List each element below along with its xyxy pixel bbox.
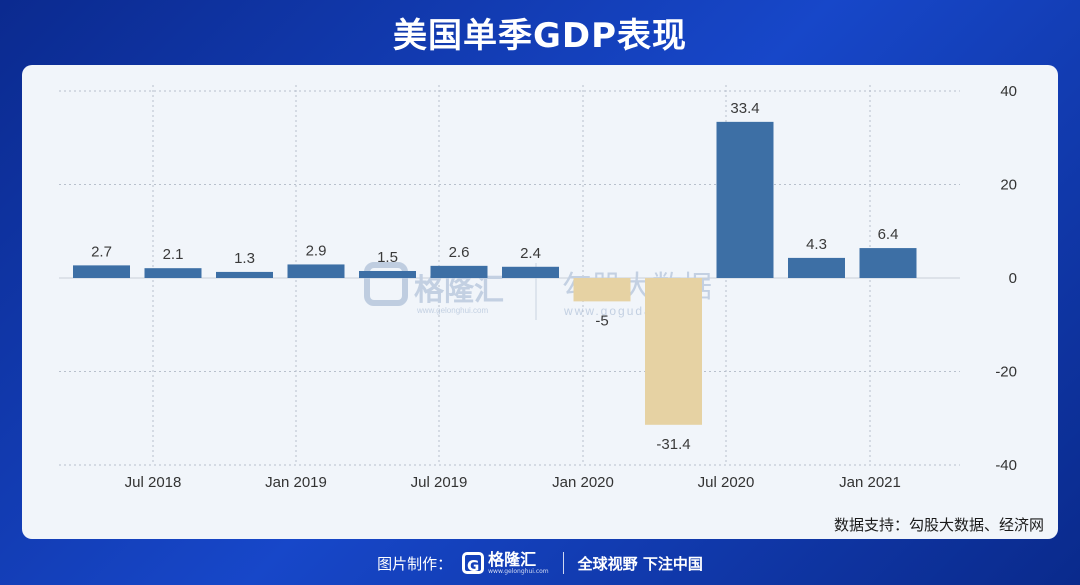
bar-value-label: 2.6 xyxy=(449,244,470,261)
footer-divider xyxy=(562,552,564,574)
data-source: 数据支持：勾股大数据、经济网 xyxy=(833,516,1044,534)
y-tick-label: 0 xyxy=(1009,270,1017,287)
bar xyxy=(144,268,202,278)
logo-url: www.gelonghui.com xyxy=(488,567,549,575)
bar xyxy=(287,264,345,278)
bar-value-label: 2.1 xyxy=(163,246,184,263)
bar-value-label: 4.3 xyxy=(806,236,827,253)
footer-label: 图片制作： xyxy=(377,554,453,573)
bar-value-label: -31.4 xyxy=(656,436,690,453)
watermark-left-name: 格隆汇 xyxy=(414,273,504,308)
bar-value-label: 2.4 xyxy=(520,245,541,262)
bar-value-label: 2.7 xyxy=(91,243,112,260)
y-tick-label: 20 xyxy=(1000,177,1017,194)
bar xyxy=(430,265,488,278)
chart-panel: 40 20 0 -20 -40 Jul 2018 Jan 2019 Jul 2019 Jan 2… xyxy=(22,65,1058,539)
bar-value-label: 6.4 xyxy=(878,226,899,243)
bar-value-label: 1.3 xyxy=(234,250,255,267)
y-tick-label: -20 xyxy=(995,364,1017,381)
bar xyxy=(716,121,774,278)
y-tick-label: -40 xyxy=(995,457,1017,474)
chart-svg: 40 20 0 -20 -40 Jul 2018 Jan 2019 Jul 2019 Jan 2… xyxy=(59,83,1017,491)
bar xyxy=(73,265,130,278)
bar xyxy=(859,248,917,278)
bar xyxy=(645,278,702,425)
x-tick-label: Jul 2019 xyxy=(411,474,468,491)
bar-value-label: -5 xyxy=(595,312,608,329)
logo-name: 格隆汇 xyxy=(488,549,537,569)
bar xyxy=(359,270,416,278)
g-logo-icon: G xyxy=(462,552,485,575)
gelonghui-logo: G 格隆汇 www.gelonghui.com xyxy=(462,549,549,575)
x-tick-label: Jan 2019 xyxy=(265,474,327,491)
footer: 图片制作： G 格隆汇 www.gelonghui.com 全球视野 下注中国 xyxy=(0,548,1080,578)
y-tick-label: 40 xyxy=(1000,83,1017,100)
bar-value-label: 2.9 xyxy=(306,242,327,259)
bar-value-label: 33.4 xyxy=(730,100,759,117)
watermark-g-icon xyxy=(364,262,408,306)
x-tick-label: Jul 2018 xyxy=(125,474,182,491)
bar xyxy=(216,271,273,278)
x-tick-label: Jul 2020 xyxy=(698,474,755,491)
x-tick-label: Jan 2021 xyxy=(839,474,901,491)
bar xyxy=(573,278,631,302)
bar xyxy=(502,266,559,278)
watermark-left-url: www.gelonghui.com xyxy=(416,306,488,315)
bar xyxy=(788,257,845,278)
footer-slogan: 全球视野 下注中国 xyxy=(577,554,703,573)
chart-title: 美国单季GDP表现 xyxy=(392,16,688,56)
bar-value-label: 1.5 xyxy=(377,249,398,266)
x-tick-label: Jan 2020 xyxy=(552,474,614,491)
